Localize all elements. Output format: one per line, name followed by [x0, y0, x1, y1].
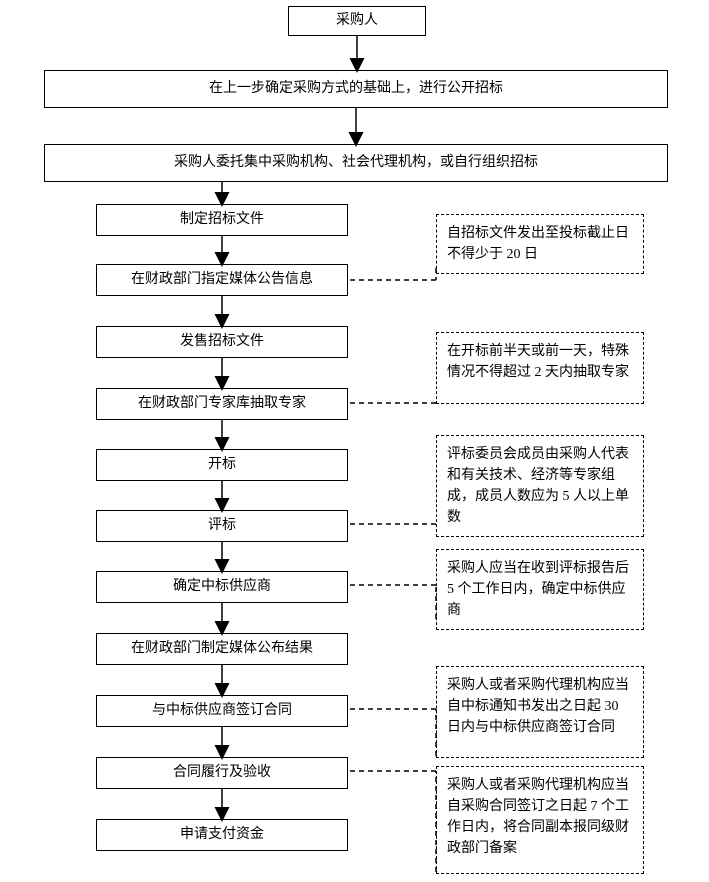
- flow-annotation-text: 评标委员会成员由采购人代表和有关技术、经济等专家组成，成员人数应为 5 人以上单…: [447, 447, 629, 525]
- flow-node-n13: 申请支付资金: [96, 819, 348, 851]
- flow-node-label: 确定中标供应商: [173, 578, 271, 596]
- flow-node-label: 在财政部门专家库抽取专家: [138, 395, 306, 413]
- flow-node-label: 采购人: [336, 12, 378, 30]
- flow-node-label: 与中标供应商签订合同: [152, 702, 292, 720]
- flow-node-n9: 确定中标供应商: [96, 571, 348, 603]
- flow-annotation-text: 采购人或者采购代理机构应当自采购合同签订之日起 7 个工作日内，将合同副本报同级…: [447, 778, 629, 856]
- flow-node-label: 合同履行及验收: [173, 764, 271, 782]
- flow-annotation-text: 自招标文件发出至投标截止日不得少于 20 日: [447, 226, 629, 262]
- flow-annotation-text: 采购人或者采购代理机构应当自中标通知书发出之日起 30 日内与中标供应商签订合同: [447, 678, 629, 735]
- flow-annotation-a4: 采购人应当在收到评标报告后 5 个工作日内，确定中标供应商: [436, 549, 644, 630]
- flow-node-label: 采购人委托集中采购机构、社会代理机构，或自行组织招标: [174, 154, 538, 172]
- flow-node-n0: 采购人: [288, 6, 426, 36]
- flow-annotation-text: 在开标前半天或前一天，特殊情况不得超过 2 天内抽取专家: [447, 344, 629, 380]
- flow-node-label: 申请支付资金: [180, 826, 264, 844]
- flow-node-label: 在财政部门指定媒体公告信息: [131, 271, 313, 289]
- flow-node-label: 开标: [208, 456, 236, 474]
- flow-node-label: 在财政部门制定媒体公布结果: [131, 640, 313, 658]
- flow-annotation-a5: 采购人或者采购代理机构应当自中标通知书发出之日起 30 日内与中标供应商签订合同: [436, 666, 644, 758]
- flow-node-n3: 制定招标文件: [96, 204, 348, 236]
- flow-annotation-a6: 采购人或者采购代理机构应当自采购合同签订之日起 7 个工作日内，将合同副本报同级…: [436, 766, 644, 874]
- flow-node-n5: 发售招标文件: [96, 326, 348, 358]
- flow-node-label: 发售招标文件: [180, 333, 264, 351]
- flow-node-n2: 采购人委托集中采购机构、社会代理机构，或自行组织招标: [44, 144, 668, 182]
- flow-node-n4: 在财政部门指定媒体公告信息: [96, 264, 348, 296]
- flow-annotation-a3: 评标委员会成员由采购人代表和有关技术、经济等专家组成，成员人数应为 5 人以上单…: [436, 435, 644, 537]
- flow-node-n10: 在财政部门制定媒体公布结果: [96, 633, 348, 665]
- flow-node-n7: 开标: [96, 449, 348, 481]
- flow-node-n12: 合同履行及验收: [96, 757, 348, 789]
- flow-annotation-a2: 在开标前半天或前一天，特殊情况不得超过 2 天内抽取专家: [436, 332, 644, 404]
- flow-node-label: 评标: [208, 517, 236, 535]
- flow-node-n6: 在财政部门专家库抽取专家: [96, 388, 348, 420]
- flow-annotation-text: 采购人应当在收到评标报告后 5 个工作日内，确定中标供应商: [447, 561, 629, 618]
- flow-annotation-a1: 自招标文件发出至投标截止日不得少于 20 日: [436, 214, 644, 274]
- flow-node-n11: 与中标供应商签订合同: [96, 695, 348, 727]
- flow-node-label: 在上一步确定采购方式的基础上，进行公开招标: [209, 80, 503, 98]
- flow-node-n8: 评标: [96, 510, 348, 542]
- flow-node-label: 制定招标文件: [180, 211, 264, 229]
- flow-node-n1: 在上一步确定采购方式的基础上，进行公开招标: [44, 70, 668, 108]
